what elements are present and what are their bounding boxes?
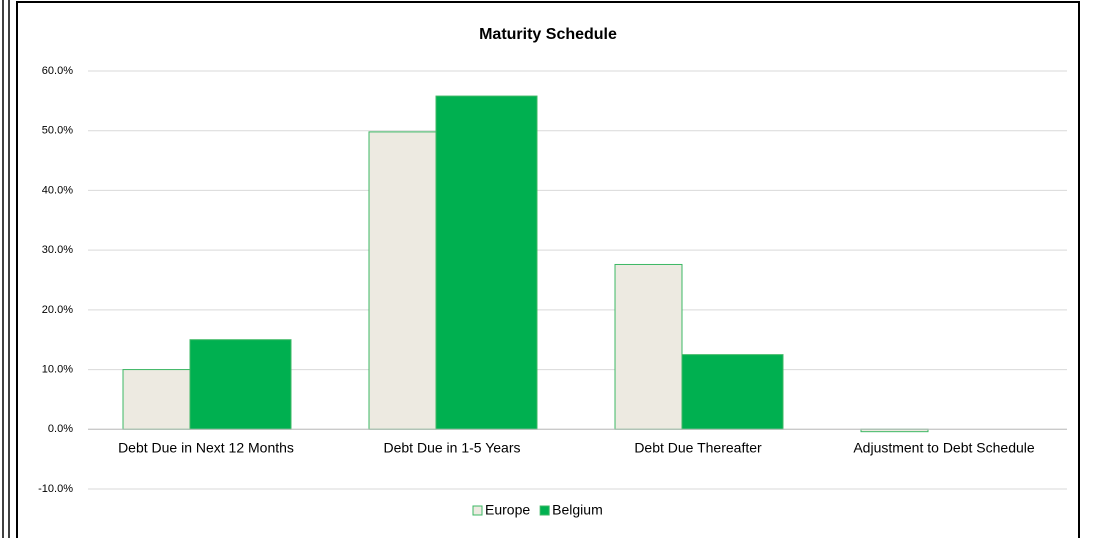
- bar: [368, 131, 437, 430]
- x-tick-label: Debt Due in Next 12 Months: [118, 440, 294, 456]
- legend-swatch: [539, 505, 550, 516]
- y-tick-label: 40.0%: [42, 184, 73, 196]
- y-tick-label: 50.0%: [42, 125, 73, 137]
- x-tick-label: Adjustment to Debt Schedule: [853, 440, 1035, 456]
- y-tick-label: 20.0%: [42, 304, 73, 316]
- legend-label: Belgium: [552, 502, 603, 518]
- y-tick-label: 10.0%: [42, 363, 73, 375]
- chart-border: [16, 1, 1080, 538]
- y-tick-label: 60.0%: [42, 65, 73, 77]
- legend-label: Europe: [485, 502, 530, 518]
- x-tick-label: Debt Due in 1-5 Years: [384, 440, 521, 456]
- x-tick-label: Debt Due Thereafter: [634, 440, 762, 456]
- legend-swatch: [472, 505, 483, 516]
- y-tick-label: 0.0%: [48, 423, 73, 435]
- bar: [435, 95, 538, 430]
- bar: [681, 354, 784, 430]
- bar: [122, 369, 191, 430]
- bar: [614, 263, 683, 430]
- bar: [189, 339, 292, 430]
- y-tick-label: 30.0%: [42, 244, 73, 256]
- chart-title: Maturity Schedule: [479, 26, 617, 43]
- y-tick-label: -10.0%: [38, 483, 73, 495]
